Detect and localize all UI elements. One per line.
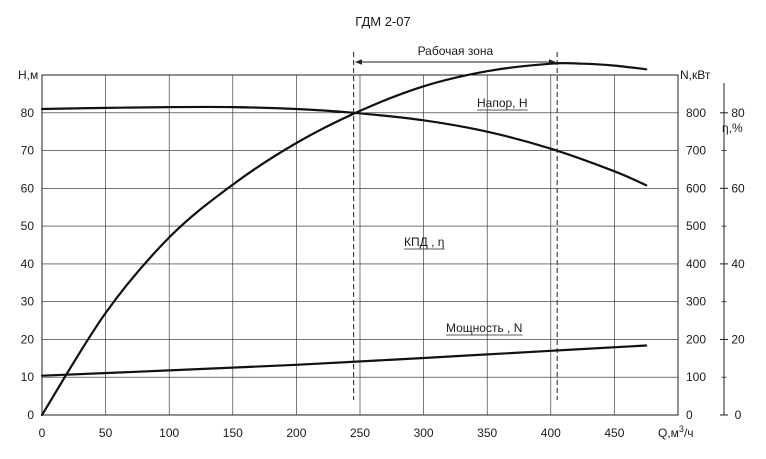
efficiency-curve: [40, 61, 648, 417]
y-left-tick-label: 50: [21, 219, 35, 233]
y-left-tick-label: 20: [21, 332, 35, 346]
x-tick-label: 350: [477, 426, 497, 440]
plot-frame: [41, 74, 679, 416]
chart-title: ГДМ 2-07: [355, 14, 410, 29]
y-right-efficiency-tick-label: 40: [731, 257, 745, 271]
y-left-axis-label: H,м: [18, 68, 38, 82]
chart-series: [40, 61, 648, 417]
y-left-tick-label: 40: [21, 257, 35, 271]
y-right-power-axis-ticks: 0 100 200 300 400 500 600 700 800: [686, 106, 706, 422]
working-zone: Рабочая зона: [353, 44, 558, 400]
working-zone-label: Рабочая зона: [418, 44, 494, 58]
y-right-power-tick-label: 500: [686, 219, 706, 233]
y-right-power-tick-label: 800: [686, 106, 706, 120]
y-right-efficiency-tick-label: 0: [735, 408, 742, 422]
y-right-power-axis-label: N,кВт: [680, 68, 711, 82]
y-left-tick-label: 60: [21, 181, 35, 195]
head-curve: [40, 105, 648, 187]
x-axis-ticks: 0 50 100 150 200 250 300 350 400 450: [39, 426, 625, 440]
head-curve-label: Напор, Н: [477, 96, 528, 110]
y-right-power-tick-label: 600: [686, 181, 706, 195]
y-left-tick-label: 80: [21, 106, 35, 120]
y-right-efficiency-tick-label: 20: [731, 332, 745, 346]
x-tick-label: 0: [39, 426, 46, 440]
grid-lines: [42, 75, 678, 415]
power-curve-label: Мощность , N: [446, 321, 522, 335]
x-tick-label: 100: [159, 426, 179, 440]
y-right-efficiency-axis-label: η,%: [722, 121, 743, 135]
y-left-tick-label: 70: [21, 144, 35, 158]
power-curve: [40, 344, 648, 377]
y-right-power-tick-label: 100: [686, 370, 706, 384]
efficiency-curve-label: КПД , η: [404, 235, 444, 249]
x-tick-label: 50: [99, 426, 113, 440]
x-tick-label: 150: [223, 426, 243, 440]
y-right-efficiency-axis: 0 20 40 60 80: [720, 83, 745, 422]
y-right-power-tick-label: 700: [686, 144, 706, 158]
y-right-power-tick-label: 300: [686, 295, 706, 309]
x-axis-label: Q,м3/ч: [658, 424, 694, 440]
x-tick-label: 300: [414, 426, 434, 440]
y-right-efficiency-tick-label: 60: [731, 181, 745, 195]
y-right-power-tick-label: 400: [686, 257, 706, 271]
y-left-tick-label: 0: [27, 408, 34, 422]
y-left-tick-label: 10: [21, 370, 35, 384]
y-left-tick-label: 30: [21, 295, 35, 309]
x-tick-label: 450: [604, 426, 624, 440]
y-left-axis-ticks: 0 10 20 30 40 50 60 70 80: [21, 106, 35, 422]
y-right-power-tick-label: 0: [686, 408, 693, 422]
x-tick-label: 400: [541, 426, 561, 440]
y-right-power-tick-label: 200: [686, 332, 706, 346]
y-right-efficiency-tick-label: 80: [731, 106, 745, 120]
series-labels: Напор, Н КПД , η Мощность , N: [404, 96, 528, 336]
x-tick-label: 200: [286, 426, 306, 440]
x-tick-label: 250: [350, 426, 370, 440]
